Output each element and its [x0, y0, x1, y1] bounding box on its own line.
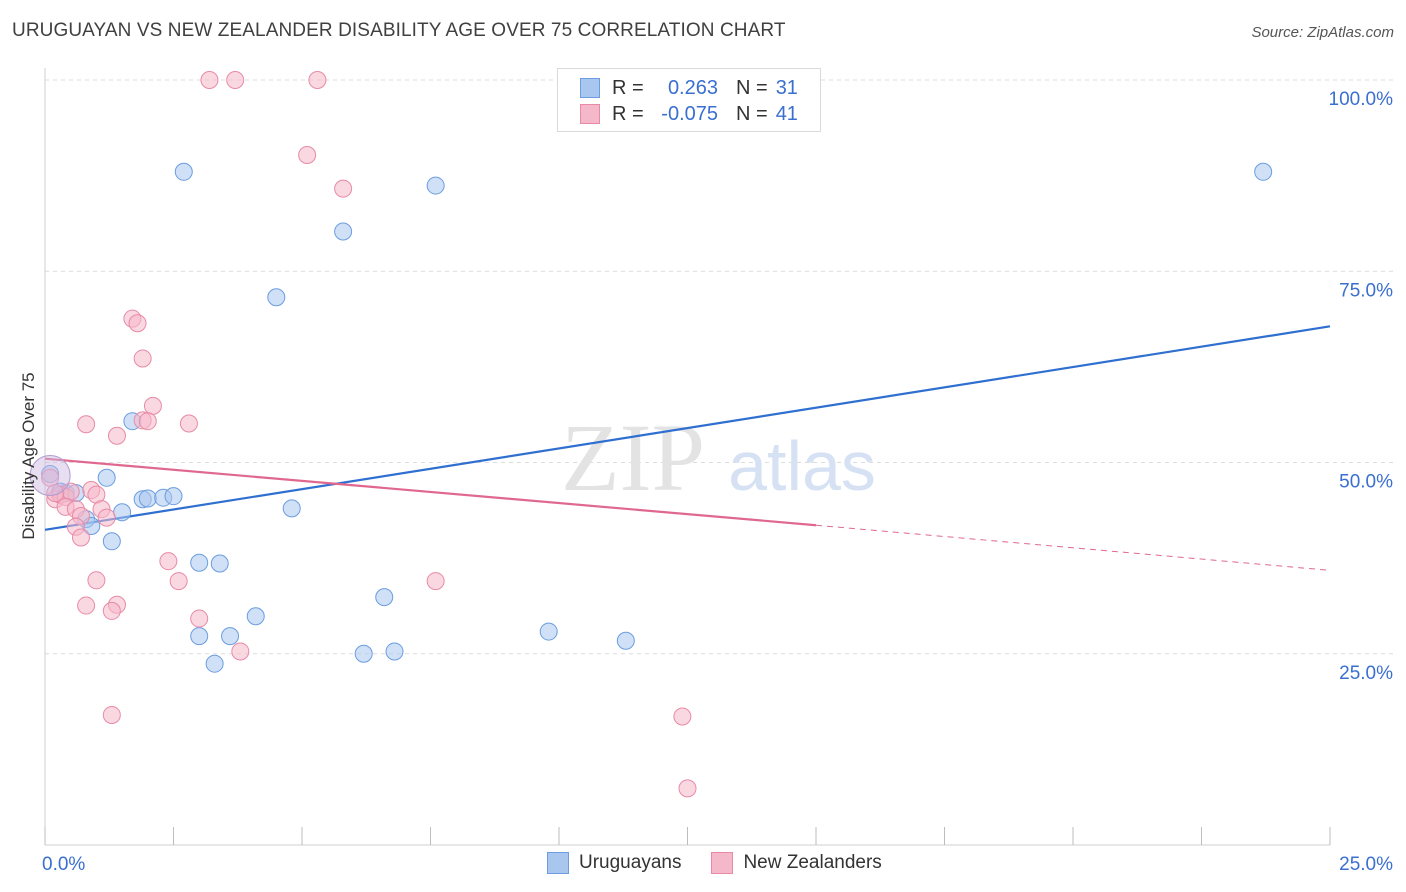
point-new-zealanders — [673, 707, 692, 726]
legend-row-new-zealanders: R = -0.075 N = 41 — [580, 102, 798, 126]
legend-swatch-new-zealanders — [711, 852, 734, 874]
x-tick-label: 0.0% — [42, 854, 85, 875]
tick-labels: 25.0% 50.0% 75.0% 100.0% 0.0% 25.0% — [42, 89, 1393, 875]
point-uruguayans — [138, 489, 157, 508]
legend-r-value: -0.075 — [661, 102, 718, 125]
x-tick-label: 25.0% — [1339, 854, 1393, 875]
point-uruguayans — [113, 503, 132, 522]
correlation-legend: R = 0.263 N = 31 R = -0.075 N = 41 — [557, 68, 821, 132]
legend-row-uruguayans: R = 0.263 N = 31 — [580, 76, 798, 100]
watermark-zip: ZIP — [561, 404, 705, 511]
point-new-zealanders — [334, 179, 353, 198]
point-new-zealanders — [231, 642, 250, 661]
legend-swatch-uruguayans — [580, 78, 600, 98]
legend-r-value: 0.263 — [667, 76, 718, 99]
point-new-zealanders — [159, 552, 178, 571]
point-new-zealanders — [200, 71, 219, 89]
point-uruguayans — [334, 222, 353, 241]
chart-title: URUGUAYAN VS NEW ZEALANDER DISABILITY AG… — [12, 20, 786, 41]
point-new-zealanders — [128, 314, 147, 333]
point-uruguayans — [354, 644, 373, 663]
y-tick-label: 25.0% — [1339, 663, 1393, 684]
point-new-zealanders — [226, 71, 245, 89]
point-uruguayans — [174, 162, 193, 181]
point-new-zealanders — [179, 414, 198, 433]
point-new-zealanders — [169, 572, 188, 591]
trend-line-extension — [815, 524, 1331, 571]
point-new-zealanders — [298, 145, 317, 164]
point-uruguayans — [616, 631, 635, 650]
legend-label-uruguayans: Uruguayans — [579, 852, 682, 873]
point-new-zealanders — [190, 609, 209, 628]
point-new-zealanders — [138, 412, 157, 431]
point-uruguayans — [539, 622, 558, 641]
point-new-zealanders — [678, 779, 697, 798]
watermark: ZIP atlas — [561, 404, 876, 511]
y-axis-label: Disability Age Over 75 — [19, 372, 38, 539]
point-new-zealanders — [133, 349, 152, 368]
point-uruguayans — [267, 288, 286, 307]
point-uruguayans — [210, 554, 229, 573]
series-legend: Uruguayans New Zealanders — [547, 852, 912, 874]
legend-swatch-new-zealanders — [580, 104, 600, 124]
y-tick-label: 50.0% — [1339, 472, 1393, 493]
point-uruguayans — [282, 499, 301, 518]
point-uruguayans — [190, 553, 209, 572]
point-new-zealanders — [46, 484, 65, 503]
point-uruguayans — [221, 627, 240, 646]
point-uruguayans — [205, 654, 224, 673]
data-points — [29, 71, 1273, 798]
legend-label-new-zealanders: New Zealanders — [743, 852, 882, 873]
point-new-zealanders — [71, 528, 90, 547]
trend-lines — [44, 325, 1331, 571]
point-uruguayans — [426, 176, 445, 195]
legend-r-label: R = — [612, 76, 644, 99]
y-tick-label: 100.0% — [1329, 89, 1394, 110]
point-uruguayans — [1254, 162, 1273, 181]
point-new-zealanders — [102, 601, 121, 620]
point-new-zealanders — [308, 71, 327, 89]
source-label: Source: ZipAtlas.com — [1251, 24, 1394, 41]
point-new-zealanders — [143, 396, 162, 415]
point-uruguayans — [246, 607, 265, 626]
trend-line-uruguayans — [44, 325, 1331, 531]
trend-line-new-zealanders — [44, 457, 817, 527]
legend-r-label: R = — [612, 102, 644, 125]
point-uruguayans — [375, 588, 394, 607]
point-uruguayans — [190, 627, 209, 646]
point-uruguayans — [97, 468, 116, 487]
point-new-zealanders — [107, 426, 126, 445]
legend-n-label: N = — [736, 102, 768, 125]
point-uruguayans — [102, 532, 121, 551]
legend-n-label: N = — [736, 76, 768, 99]
y-tick-label: 75.0% — [1339, 280, 1393, 301]
point-new-zealanders — [87, 571, 106, 590]
point-uruguayans — [385, 642, 404, 661]
gridlines — [45, 79, 1393, 655]
legend-item-uruguayans[interactable]: Uruguayans — [547, 852, 681, 874]
point-new-zealanders — [102, 705, 121, 724]
point-new-zealanders — [426, 572, 445, 591]
point-cluster-overlap — [29, 455, 71, 497]
watermark-atlas: atlas — [728, 427, 876, 505]
point-new-zealanders — [77, 415, 96, 434]
legend-n-value: 41 — [775, 102, 798, 125]
point-uruguayans — [164, 487, 183, 506]
legend-swatch-uruguayans — [547, 852, 569, 874]
point-new-zealanders — [77, 596, 96, 615]
legend-item-new-zealanders[interactable]: New Zealanders — [711, 852, 882, 874]
point-new-zealanders — [97, 508, 116, 527]
legend-n-value: 31 — [775, 76, 798, 99]
